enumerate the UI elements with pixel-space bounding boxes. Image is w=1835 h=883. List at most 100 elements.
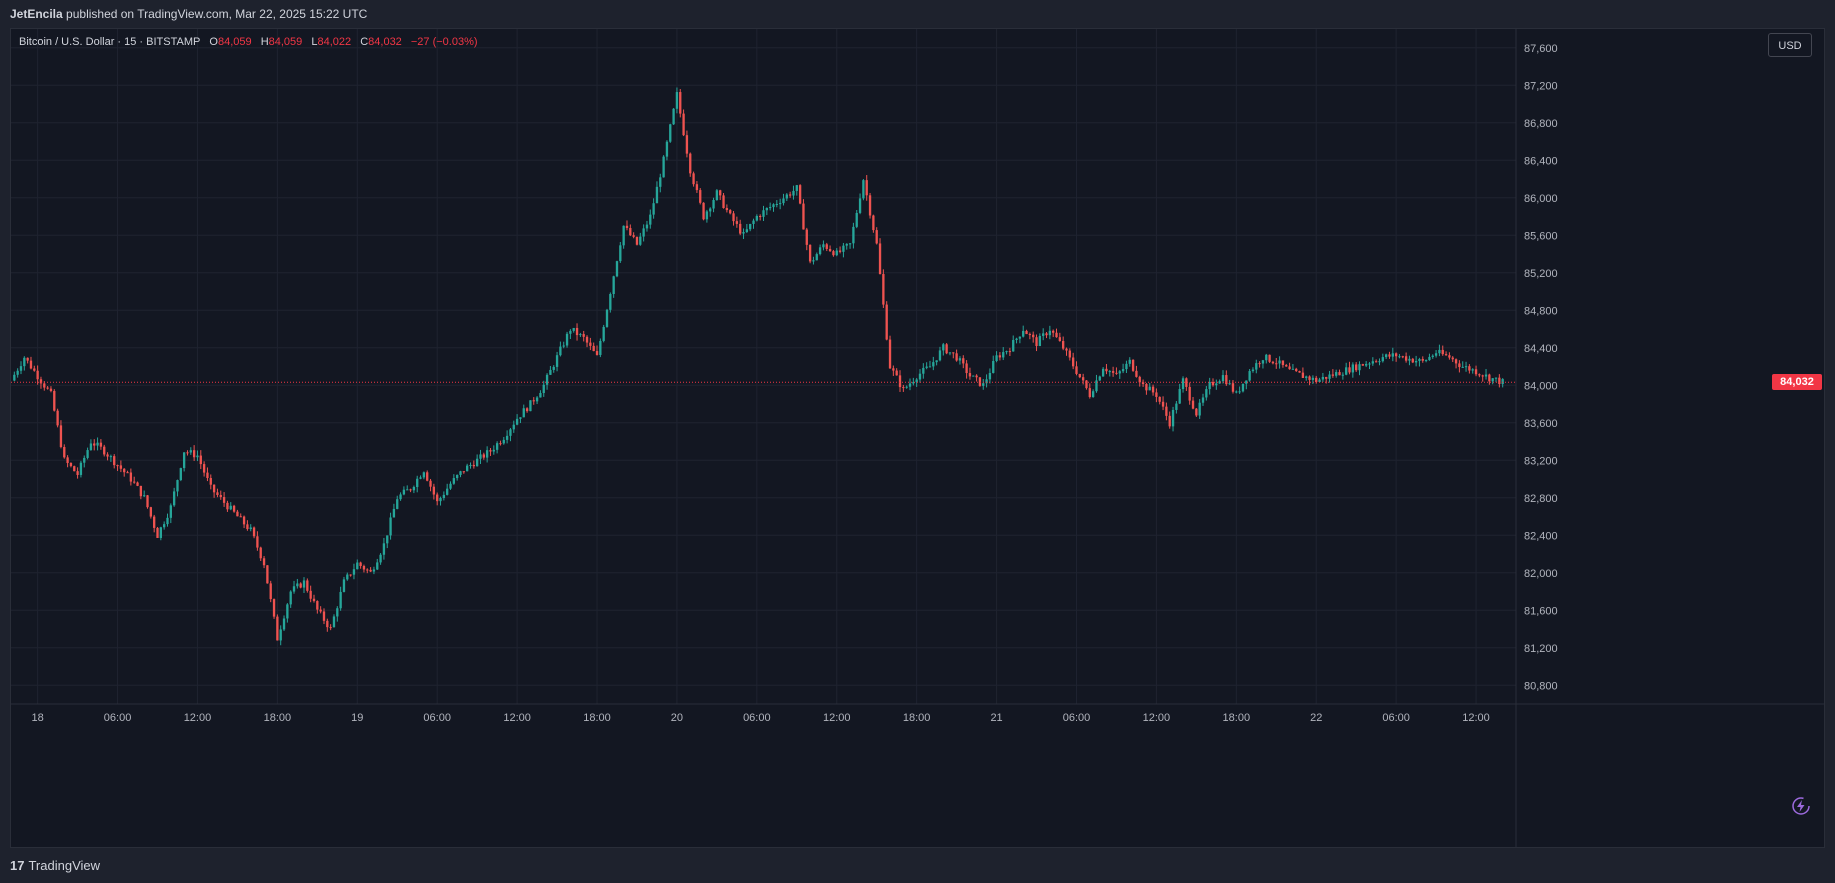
candle-body [66, 457, 69, 463]
candle-body [103, 446, 106, 455]
candle-body [1095, 380, 1098, 392]
candle-body [1451, 357, 1454, 360]
candle-body [908, 383, 912, 387]
candle-body [722, 195, 725, 209]
x-tick-label: 18:00 [264, 712, 292, 724]
candle-body [1271, 361, 1275, 364]
candle-body [1188, 386, 1191, 401]
candle-body [975, 375, 978, 378]
chart-frame[interactable]: 80,800 81,200 81,600 82,000 82,400 82,800 83,2… [10, 28, 1825, 848]
candle-body [1085, 380, 1088, 389]
candle-body [619, 245, 622, 262]
candle-body [1215, 383, 1218, 386]
candle-body [1158, 396, 1161, 402]
candle-body [1145, 384, 1148, 391]
candle-body [1208, 381, 1211, 390]
candle-body [465, 465, 469, 472]
candle-body [246, 524, 249, 530]
candle-body [16, 370, 19, 375]
candle-body [189, 450, 192, 453]
tradingview-logo-icon: 17 [10, 858, 25, 873]
candle-body [542, 384, 545, 393]
candle-body [422, 472, 426, 478]
candle-body [1168, 415, 1171, 427]
candle-body [352, 569, 356, 575]
candle-body [332, 616, 336, 628]
candle-body [1235, 391, 1238, 393]
candle-body [1111, 371, 1115, 373]
candle-body [1378, 361, 1381, 363]
candle-body [446, 488, 449, 495]
candle-body [1258, 363, 1261, 365]
y-tick-label: 87,600 [1524, 43, 1558, 55]
candle-body [1221, 375, 1225, 382]
candle-body [1245, 380, 1248, 384]
candle-body [432, 486, 436, 495]
candle-body [808, 244, 812, 262]
candle-body [149, 507, 153, 517]
candle-body [699, 190, 702, 203]
candle-body [832, 251, 835, 256]
candle-body [1371, 361, 1374, 364]
candle-body [462, 471, 465, 473]
candle-body [309, 590, 312, 599]
candle-body [73, 466, 76, 472]
candle-body [512, 424, 515, 430]
candle-body [745, 229, 749, 233]
candle-body [86, 450, 89, 458]
candle-body [1345, 367, 1348, 375]
author-name[interactable]: JetEncila [10, 7, 63, 21]
candle-body [1458, 363, 1461, 368]
candle-body [372, 569, 376, 572]
candle-body [1141, 382, 1145, 385]
candle-body [792, 190, 795, 196]
y-tick-label: 82,400 [1524, 530, 1558, 542]
candle-body [655, 186, 659, 204]
candle-body [739, 223, 742, 234]
candle-body [898, 375, 902, 388]
candle-body [362, 565, 366, 570]
currency-button[interactable]: USD [1768, 33, 1812, 57]
candle-body [892, 368, 895, 371]
candlestick-chart[interactable]: 80,800 81,200 81,600 82,000 82,400 82,800 83,2… [11, 29, 1824, 847]
candle-body [1125, 363, 1128, 370]
x-tick-label: 12:00 [1143, 712, 1171, 724]
flash-icon[interactable] [1790, 795, 1812, 817]
candle-body [299, 583, 302, 588]
candle-body [1398, 356, 1401, 358]
candle-body [805, 229, 808, 245]
candle-body [259, 547, 262, 559]
candle-body [83, 457, 86, 463]
candle-body [782, 198, 785, 204]
candle-body [938, 350, 942, 361]
candle-body [545, 374, 549, 385]
candle-body [202, 464, 206, 473]
candle-body [1155, 392, 1158, 397]
candle-body [292, 586, 296, 592]
candle-body [1195, 408, 1198, 416]
candle-body [1108, 371, 1111, 373]
candle-body [406, 489, 409, 491]
candle-body [169, 505, 172, 518]
candle-body [49, 388, 53, 391]
candle-body [93, 443, 96, 446]
y-tick-label: 85,600 [1524, 230, 1558, 242]
candle-body [1374, 361, 1378, 363]
candle-body [109, 456, 113, 458]
candle-body [759, 215, 762, 217]
candle-body [1454, 359, 1458, 364]
candle-body [316, 601, 319, 610]
candle-body [123, 468, 126, 473]
symbol-name[interactable]: Bitcoin / U.S. Dollar · 15 · BITSTAMP [19, 36, 201, 48]
candle-body [456, 474, 459, 479]
candle-body [26, 357, 29, 361]
tradingview-logo[interactable]: 17 TradingView [10, 858, 100, 873]
candle-body [828, 248, 832, 252]
candle-body [1058, 337, 1062, 342]
candle-body [1365, 363, 1368, 366]
candle-body [276, 616, 279, 641]
candle-body [1478, 374, 1481, 376]
candle-body [499, 443, 502, 445]
candle-body [1241, 383, 1245, 392]
candle-body [1151, 386, 1155, 393]
